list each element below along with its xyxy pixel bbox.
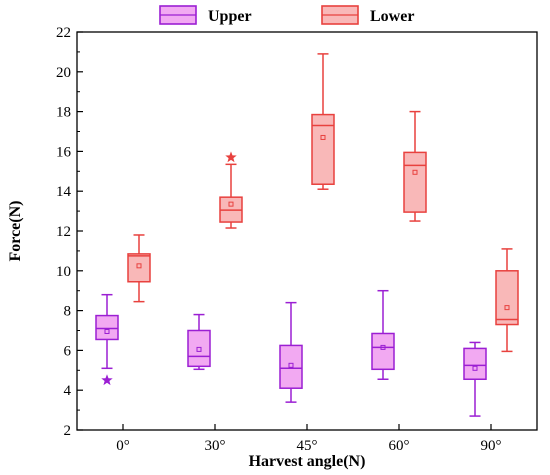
y-tick-label: 10 [56, 264, 71, 280]
mean-marker [504, 305, 510, 311]
mean-marker [228, 201, 234, 207]
box-iqr [279, 344, 303, 389]
box-iqr [95, 314, 119, 341]
mean-marker [320, 134, 326, 140]
box-iqr [403, 151, 427, 213]
outlier-point [225, 151, 237, 163]
box-lower [127, 234, 151, 303]
mean-marker [196, 346, 202, 352]
y-tick-label: 6 [64, 343, 72, 359]
y-tick-label: 4 [64, 383, 72, 399]
mean-marker [136, 263, 142, 269]
box-upper [95, 293, 119, 386]
box-upper [279, 301, 303, 403]
y-tick-label: 16 [56, 144, 72, 160]
y-tick-label: 22 [56, 25, 71, 41]
mean-marker [380, 344, 386, 350]
box-iqr [463, 347, 487, 381]
y-tick-label: 2 [64, 423, 72, 439]
box-upper [187, 313, 211, 371]
box-upper [371, 289, 395, 381]
mean-marker [472, 365, 478, 371]
legend-label: Lower [370, 8, 414, 25]
box-iqr [495, 270, 519, 326]
legend-item-lower: Lower [321, 5, 414, 25]
x-tick-label: 45° [297, 438, 318, 454]
box-upper [463, 341, 487, 417]
series-lower [127, 53, 519, 353]
x-axis: 0° 30° 45° 60° 90° [116, 424, 502, 454]
mean-marker [412, 169, 418, 175]
x-tick-label: 0° [116, 438, 130, 454]
axes: 2 4 6 8 10 12 14 16 18 20 22 0° 30° 45° 60° 90° [56, 25, 538, 454]
y-axis: 2 4 6 8 10 12 14 16 18 20 22 [56, 25, 83, 439]
mean-marker [288, 362, 294, 368]
mean-marker [104, 328, 110, 334]
x-axis-title: Harvest angle(N) [249, 453, 366, 470]
box-lower [311, 53, 335, 190]
legend-item-upper: Upper [159, 5, 252, 25]
y-tick-label: 8 [64, 304, 72, 320]
x-tick-label: 30° [205, 438, 226, 454]
x-tick-label: 60° [389, 438, 410, 454]
y-tick-label: 14 [56, 184, 72, 200]
box-iqr [187, 329, 211, 368]
box-iqr [311, 113, 335, 185]
x-tick-label: 90° [481, 438, 502, 454]
box-lower [219, 151, 243, 229]
y-tick-label: 12 [56, 224, 71, 240]
y-tick-label: 20 [56, 65, 71, 81]
y-tick-label: 18 [56, 105, 71, 121]
box-iqr [371, 332, 395, 371]
box-lower [495, 248, 519, 353]
legend: Upper Lower [159, 5, 414, 25]
legend-label: Upper [208, 8, 252, 25]
series-upper [95, 289, 487, 417]
outlier-point [101, 374, 113, 386]
box-lower [403, 110, 427, 222]
box-series [95, 53, 519, 417]
y-axis-title: Force(N) [7, 201, 24, 262]
